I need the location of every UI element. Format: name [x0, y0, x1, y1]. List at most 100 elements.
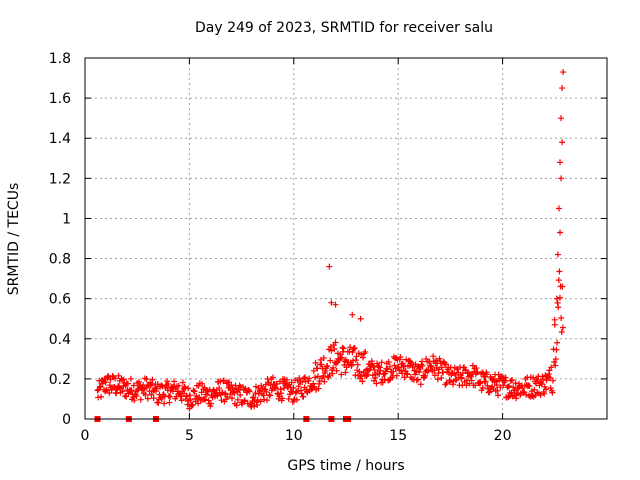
- data-point: [349, 311, 356, 318]
- y-tick-label: 0.2: [49, 372, 71, 388]
- data-point: [555, 304, 562, 311]
- data-point: [479, 384, 486, 391]
- data-point: [165, 393, 172, 400]
- data-point: [342, 369, 349, 376]
- data-point: [559, 85, 566, 92]
- data-point: [234, 396, 241, 403]
- data-point: [537, 391, 544, 398]
- data-point: [263, 388, 270, 395]
- data-point: [495, 392, 502, 399]
- chart-title: Day 249 of 2023, SRMTID for receiver sal…: [195, 20, 493, 36]
- data-point: [330, 364, 337, 371]
- data-point: [551, 321, 558, 328]
- data-point: [552, 362, 559, 369]
- data-point: [278, 390, 285, 397]
- data-point: [397, 354, 404, 361]
- data-point: [218, 397, 225, 404]
- plot-frame: [84, 57, 608, 420]
- data-point: [267, 381, 274, 388]
- data-point: [352, 372, 359, 379]
- data-point: [386, 363, 393, 370]
- data-point: [332, 301, 339, 308]
- data-point: [123, 393, 130, 400]
- data-point: [191, 388, 198, 395]
- data-point: [557, 159, 564, 166]
- data-point: [185, 385, 192, 392]
- x-tick-label: 0: [81, 428, 90, 444]
- data-point: [101, 375, 108, 382]
- ticks-layer: 0 5 10 15 20 0 0.2 0.4 0.6 0.8 1 1.2 1.4 1.6 1.8: [49, 51, 607, 444]
- data-point: [189, 401, 196, 408]
- data-point: [469, 362, 476, 369]
- data-point: [200, 395, 207, 402]
- data-point: [362, 348, 369, 355]
- x-tick-label: 15: [389, 428, 407, 444]
- data-point: [493, 382, 500, 389]
- data-point: [300, 393, 307, 400]
- data-point: [295, 383, 302, 390]
- data-point: [523, 391, 530, 398]
- data-point: [393, 372, 400, 379]
- data-point: [178, 397, 185, 404]
- data-point: [411, 371, 418, 378]
- data-point: [365, 367, 372, 374]
- data-point: [165, 380, 172, 387]
- data-point: [314, 373, 321, 380]
- data-point: [207, 400, 214, 407]
- data-point: [148, 391, 155, 398]
- data-point: [298, 390, 305, 397]
- data-point: [358, 351, 365, 358]
- data-point: [512, 380, 519, 387]
- data-point: [233, 402, 240, 409]
- data-point: [554, 251, 561, 258]
- data-point: [293, 396, 300, 403]
- data-point: [314, 365, 321, 372]
- data-point: [434, 376, 441, 383]
- data-point: [547, 374, 554, 381]
- data-point: [252, 390, 259, 397]
- data-point: [94, 387, 101, 394]
- data-point: [328, 299, 335, 306]
- data-point: [321, 378, 328, 385]
- data-point: [548, 364, 555, 371]
- data-point: [224, 393, 231, 400]
- data-point: [349, 349, 356, 356]
- data-point: [257, 398, 264, 405]
- data-point: [541, 390, 548, 397]
- data-point: [558, 315, 565, 322]
- data-point: [369, 362, 376, 369]
- data-point: [559, 324, 566, 331]
- data-point: [106, 390, 113, 397]
- data-point: [531, 386, 538, 393]
- data-point: [288, 388, 295, 395]
- data-point: [356, 368, 363, 375]
- data-point: [486, 388, 493, 395]
- data-point: [558, 328, 565, 335]
- data-point: [385, 358, 392, 365]
- data-point: [366, 366, 373, 373]
- data-point: [166, 399, 173, 406]
- data-point: [310, 380, 317, 387]
- data-point: [560, 69, 567, 76]
- y-tick-label: 0.6: [49, 292, 71, 308]
- data-point: [171, 378, 178, 385]
- data-point: [552, 356, 559, 363]
- y-axis-label: SRMTID / TECUs: [6, 183, 22, 296]
- data-point: [127, 375, 134, 382]
- y-tick-label: 1: [62, 211, 71, 227]
- data-point: [195, 400, 202, 407]
- data-point: [559, 283, 566, 290]
- data-point: [187, 396, 194, 403]
- data-point: [299, 379, 306, 386]
- data-point: [340, 345, 347, 352]
- data-point: [269, 374, 276, 381]
- data-point: [549, 377, 556, 384]
- data-point: [220, 377, 227, 384]
- data-point: [279, 395, 286, 402]
- data-point: [312, 359, 319, 366]
- data-point: [359, 354, 366, 361]
- data-point: [540, 376, 547, 383]
- data-point: [167, 393, 174, 400]
- y-tick-label: 0.8: [49, 252, 71, 268]
- data-point: [338, 354, 345, 361]
